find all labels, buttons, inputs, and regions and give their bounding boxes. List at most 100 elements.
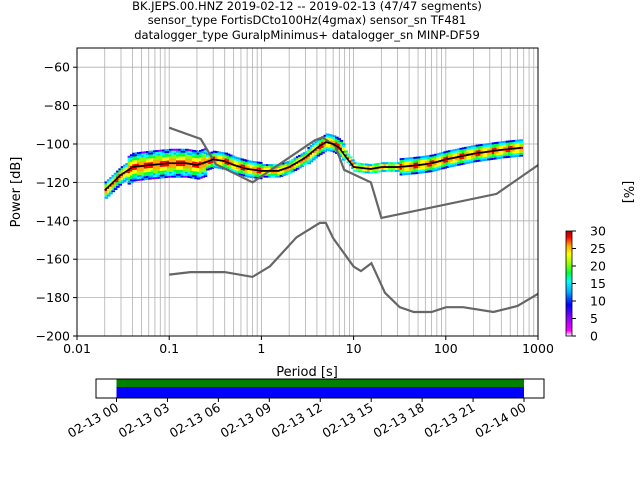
heatmap-cell <box>189 151 194 154</box>
heatmap-cell <box>318 151 323 154</box>
heatmap-cell <box>125 163 129 165</box>
heatmap-cell <box>111 186 116 189</box>
heatmap-cell <box>261 164 265 167</box>
heatmap-cell <box>484 156 489 159</box>
time-tick-label: 02-13 09 <box>218 400 274 441</box>
heatmap-cell <box>180 171 185 174</box>
heatmap-cell <box>127 165 132 168</box>
heatmap-cell <box>335 142 339 145</box>
chart-title: BK.JEPS.00.HNZ 2019-02-12 -- 2019-02-13 … <box>132 0 482 42</box>
heatmap-cell <box>367 163 371 166</box>
heatmap-cell <box>360 168 365 171</box>
heatmap-cell <box>245 169 249 172</box>
heatmap-cell <box>339 151 344 154</box>
heatmap-cell <box>291 162 295 165</box>
heatmap-cell <box>512 139 517 142</box>
heatmap-cell <box>189 174 194 177</box>
heatmap-cell <box>148 162 152 165</box>
heatmap-cell <box>178 152 182 155</box>
heatmap-cell <box>187 149 192 152</box>
colorbar-tick-label: 30 <box>590 224 606 239</box>
heatmap-cell <box>517 151 521 153</box>
heatmap-cell <box>477 157 482 160</box>
heatmap-cell <box>371 171 376 174</box>
heatmap-cell <box>344 152 348 155</box>
heatmap-cell <box>321 147 325 150</box>
heatmap-cell <box>217 153 222 156</box>
mean-line <box>104 141 521 191</box>
heatmap-cell <box>318 147 323 150</box>
heatmap-cell <box>501 150 505 153</box>
heatmap-cell <box>196 177 201 180</box>
heatmap-cell <box>358 168 362 171</box>
heatmap-cell <box>337 149 341 152</box>
heatmap-cell <box>194 169 199 172</box>
heatmap-cell <box>452 160 457 163</box>
heatmap-cell <box>291 170 295 173</box>
heatmap-cell <box>169 152 173 155</box>
heatmap-cell <box>263 175 268 178</box>
heatmap-cell <box>325 143 330 146</box>
heatmap-cell <box>459 163 464 166</box>
heatmap-cell <box>353 168 358 170</box>
heatmap-cell <box>475 158 480 161</box>
heatmap-cell <box>496 155 501 158</box>
heatmap-cell <box>203 152 208 155</box>
heatmap-cell <box>436 153 441 156</box>
heatmap-cell <box>510 144 514 146</box>
heatmap-cell <box>194 171 199 174</box>
heatmap-cell <box>169 173 173 176</box>
heatmap-cell <box>314 150 318 153</box>
y-axis-ticks: −60−80−100−120−140−160−180−200 <box>36 60 77 344</box>
heatmap-cell <box>468 147 473 150</box>
heatmap-cell <box>162 160 166 163</box>
heatmap-cell <box>171 171 175 174</box>
heatmap-cell <box>404 171 408 174</box>
heatmap-cell <box>505 154 510 157</box>
heatmap-cell <box>461 162 466 165</box>
heatmap-cell <box>369 171 374 174</box>
heatmap-cell <box>510 142 514 145</box>
heatmap-cell <box>298 154 302 157</box>
heatmap-cell <box>127 171 132 174</box>
heatmap-cell <box>452 164 457 167</box>
heatmap-cell <box>139 163 143 166</box>
heatmap-cell <box>312 158 316 161</box>
heatmap-cell <box>282 170 286 173</box>
heatmap-cell <box>125 164 129 167</box>
heatmap-cell <box>514 153 519 156</box>
heatmap-cell <box>199 155 203 158</box>
heatmap-cell <box>229 168 233 170</box>
heatmap-cell <box>450 161 454 164</box>
heatmap-cell <box>312 145 316 147</box>
heatmap-cell <box>139 153 143 156</box>
heatmap-cell <box>173 171 178 174</box>
heatmap-cell <box>187 153 192 155</box>
time-tick-label: 02-13 06 <box>167 400 223 441</box>
heatmap-cell <box>332 139 337 142</box>
heatmap-cell <box>127 176 132 179</box>
heatmap-cell <box>291 166 295 169</box>
heatmap-cell <box>180 169 185 172</box>
heatmap-cell <box>157 151 162 154</box>
heatmap-cell <box>441 161 445 164</box>
heatmap-cell <box>420 161 424 164</box>
heatmap-cell <box>180 152 185 155</box>
heatmap-cell <box>157 155 162 158</box>
heatmap-cell <box>106 190 111 193</box>
heatmap-cell <box>316 150 321 153</box>
heatmap-cell <box>235 157 240 160</box>
heatmap-cell <box>189 168 194 171</box>
heatmap-cell <box>466 159 471 162</box>
heatmap-cell <box>192 171 196 173</box>
heatmap-cell <box>136 171 141 174</box>
heatmap-cell <box>120 179 125 182</box>
heatmap-cell <box>199 167 203 170</box>
heatmap-cell <box>134 163 139 166</box>
heatmap-cell <box>242 172 247 175</box>
heatmap-cell <box>182 160 187 163</box>
heatmap-cell <box>482 145 487 148</box>
heatmap-cell <box>431 160 436 163</box>
heatmap-cell <box>192 174 196 177</box>
heatmap-cell <box>104 185 109 188</box>
